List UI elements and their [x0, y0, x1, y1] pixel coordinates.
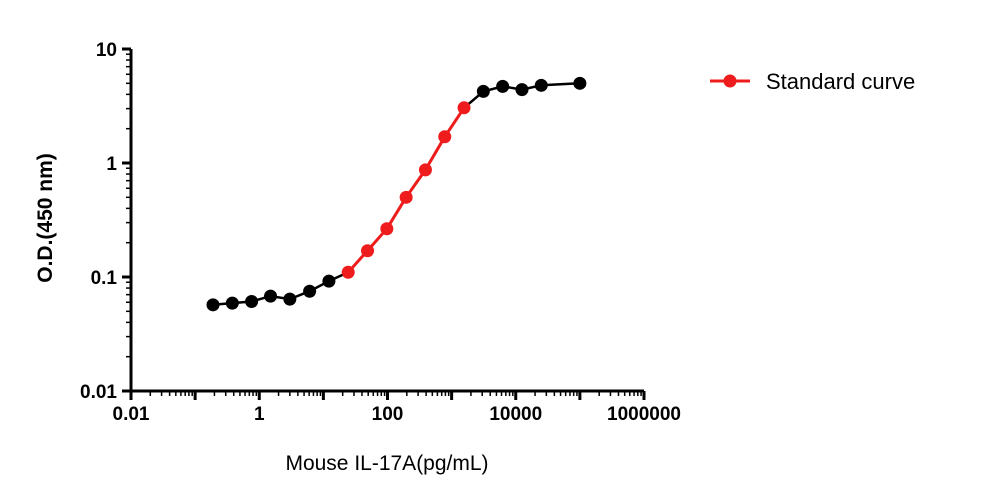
y-tick-label: 0.01: [80, 382, 117, 403]
data-point: [515, 83, 529, 97]
x-tick-label: 0.01: [113, 404, 150, 425]
data-point: [245, 294, 259, 308]
legend-label: Standard curve: [766, 69, 915, 94]
standard-curve-point: [380, 222, 394, 236]
x-tick-label: 1: [254, 404, 265, 425]
legend: Standard curve: [710, 69, 915, 94]
x-tick-label: 1000000: [607, 404, 681, 425]
plot-area: [206, 76, 587, 312]
standard-curve-point: [457, 101, 471, 115]
standard-curve-point: [341, 265, 355, 279]
data-point: [322, 274, 336, 288]
standard-curve-point: [361, 244, 375, 258]
data-point: [496, 79, 510, 93]
data-point: [264, 289, 278, 303]
y-axis-title: O.D.(450 nm): [34, 153, 57, 283]
data-point: [283, 292, 297, 306]
standard-curve-point: [399, 190, 413, 204]
data-point: [534, 78, 548, 92]
x-tick-label: 10000: [489, 404, 542, 425]
data-point: [573, 76, 587, 90]
x-axis-title: Mouse IL-17A(pg/mL): [285, 452, 488, 475]
standard-curve-point: [418, 163, 432, 177]
y-tick-label: 1: [106, 154, 117, 175]
data-point: [303, 284, 317, 298]
data-point: [206, 298, 220, 312]
axes: 0.01 0.1 1 10 0.01 1 100 10000 1000000: [80, 40, 681, 425]
x-tick-label: 100: [372, 404, 404, 425]
y-tick-label: 0.1: [91, 268, 118, 289]
legend-marker: [723, 74, 737, 88]
standard-curve-point: [438, 130, 452, 144]
data-point: [476, 84, 490, 98]
data-point: [225, 296, 239, 310]
y-tick-label: 10: [96, 40, 117, 61]
